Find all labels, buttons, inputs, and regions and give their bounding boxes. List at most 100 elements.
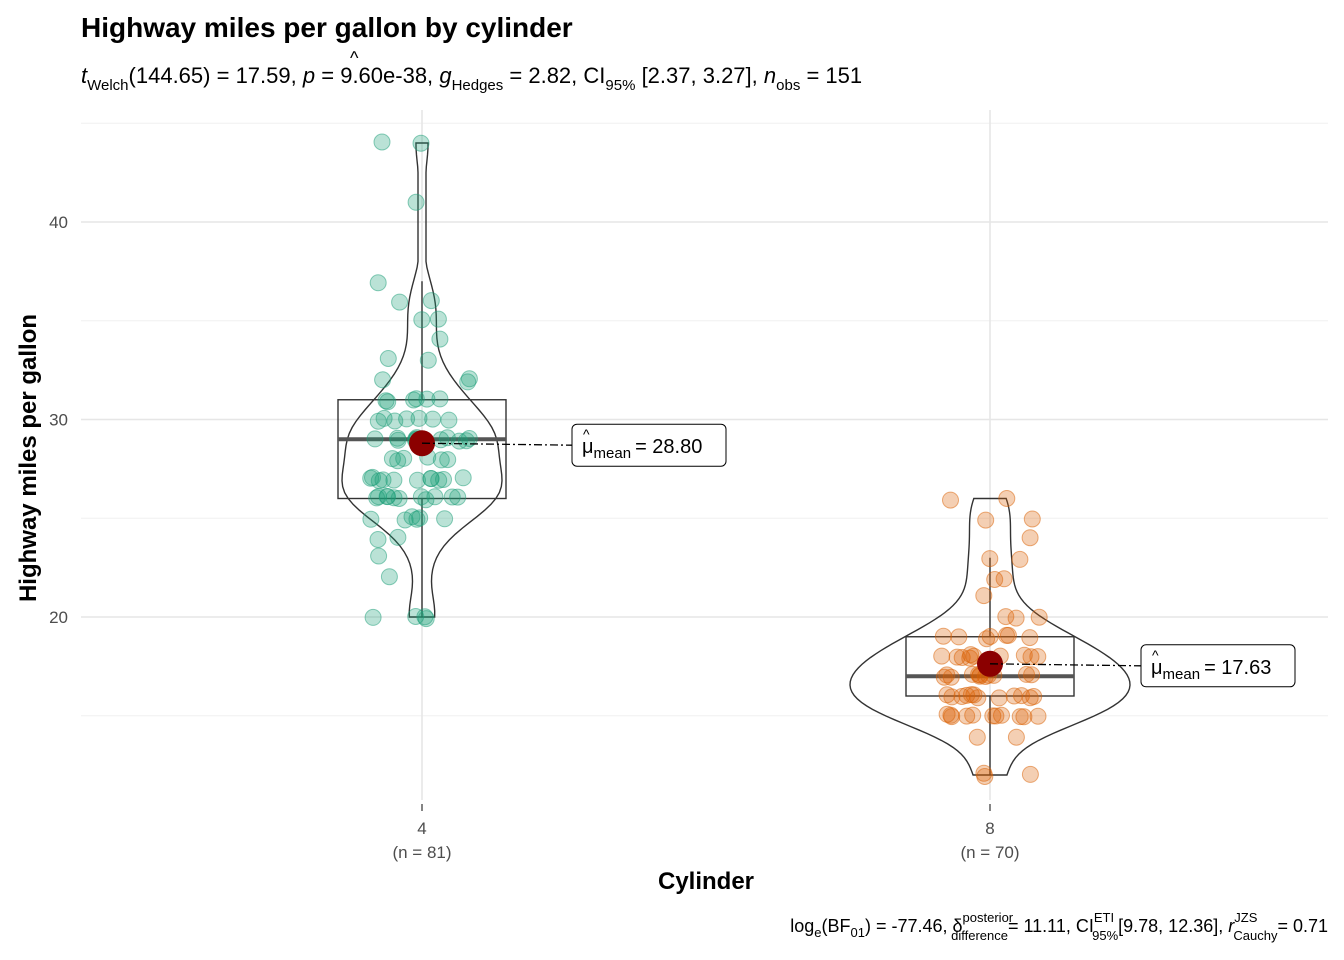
mean-label-symbol: μ	[582, 436, 594, 458]
subtitle-n-value: = 151	[806, 63, 862, 88]
data-point-8	[1021, 529, 1039, 547]
data-point-8	[1021, 629, 1039, 647]
caption-r-value: = 0.71	[1277, 916, 1328, 936]
chart-caption: loge(BF01) = -77.46, δposterior differenc…	[790, 910, 1328, 943]
data-point-4	[459, 373, 477, 391]
subtitle-ci-sub: 95%	[605, 77, 635, 94]
subtitle-n-symbol: n	[764, 63, 776, 88]
data-point-8	[1029, 648, 1047, 666]
box-8	[905, 636, 1075, 697]
subtitle-t-value: = 17.59,	[217, 63, 297, 88]
grid-layer	[81, 110, 1328, 800]
mean-label-hat: ^	[1152, 647, 1159, 663]
data-point-4	[450, 432, 468, 450]
data-point-4	[396, 511, 414, 529]
data-point-4	[460, 370, 478, 388]
subtitle-g-symbol: g	[439, 63, 452, 88]
x-axis-title: Cylinder	[658, 868, 754, 895]
subtitle-g-value: = 2.82, CI	[509, 63, 605, 88]
y-tick-label: 20	[49, 608, 68, 627]
violin-4	[341, 142, 503, 618]
data-point-8	[993, 706, 1010, 724]
data-point-8	[1018, 665, 1035, 683]
data-point-8	[990, 689, 1008, 707]
x-tick-label-8: 8	[985, 819, 994, 838]
data-point-4	[389, 431, 407, 449]
mean-label-hat: ^	[583, 426, 590, 442]
data-point-4	[439, 451, 457, 469]
mean-label-value: = 28.80	[635, 436, 702, 458]
data-point-4	[386, 412, 404, 430]
mean-label-8: μmean = 17.63	[1151, 657, 1271, 683]
data-point-4	[378, 488, 396, 505]
mean-label-sub: mean	[1163, 666, 1201, 683]
data-point-4	[389, 528, 407, 546]
data-point-4	[410, 409, 428, 427]
caption-bf-sub: 01	[850, 925, 864, 940]
data-point-8	[934, 627, 952, 645]
data-point-8	[938, 705, 956, 723]
data-point-4	[407, 608, 425, 625]
data-point-4	[422, 292, 440, 310]
data-point-4	[409, 471, 426, 489]
data-point-4	[430, 471, 448, 489]
violin-layer	[341, 142, 1131, 776]
data-point-4	[413, 311, 431, 329]
data-point-4	[373, 133, 391, 151]
data-point-4	[431, 330, 449, 348]
subtitle-p-value: = 9.60e-38,	[321, 63, 433, 88]
mean-label-value: = 17.63	[1204, 657, 1271, 679]
caption-delta-sup: posterior	[963, 910, 1014, 925]
x-tick-n-8: (n = 70)	[960, 843, 1019, 862]
data-point-4	[364, 608, 382, 626]
data-point-4	[412, 488, 430, 506]
data-point-4	[429, 310, 447, 328]
data-point-8	[984, 707, 1002, 725]
caption-ci-sup: ETI	[1094, 910, 1114, 925]
data-point-8	[1021, 765, 1039, 783]
data-point-4	[385, 471, 403, 489]
subtitle-ci-value: [2.37, 3.27],	[642, 63, 758, 88]
data-point-8	[1011, 550, 1029, 568]
mean-connector-8	[989, 663, 1142, 667]
mean-connector-4	[421, 442, 573, 446]
data-point-8	[999, 626, 1017, 644]
caption-bf-text: log	[790, 916, 814, 936]
data-point-8	[935, 668, 953, 686]
data-point-8	[962, 686, 980, 704]
y-tick-label: 30	[49, 411, 68, 430]
data-point-8	[958, 686, 976, 704]
caption-r-sub: Cauchy	[1233, 928, 1278, 943]
subtitle-t-symbol: t	[81, 63, 88, 88]
subtitle-g-sub: Hedges	[452, 77, 504, 94]
data-point-4	[364, 468, 381, 486]
data-point-4	[385, 489, 403, 507]
data-point-4	[375, 409, 393, 427]
mean-label-sub: mean	[594, 445, 632, 462]
data-point-4	[370, 547, 388, 565]
subtitle-n-sub: obs	[776, 77, 800, 94]
caption-delta-symbol: δ	[953, 916, 963, 936]
data-point-4	[436, 510, 454, 528]
data-point-4	[449, 488, 467, 506]
data-point-8	[978, 630, 996, 648]
data-point-4	[374, 371, 392, 389]
data-point-8	[942, 491, 959, 509]
data-point-4	[362, 510, 380, 528]
caption-bf-sub-e: e	[814, 925, 821, 940]
data-point-8	[1022, 648, 1040, 666]
data-point-4	[411, 509, 429, 527]
data-point-4	[419, 351, 437, 369]
data-point-4	[418, 390, 436, 408]
data-point-8	[933, 647, 951, 665]
mean-label-box-8	[1140, 644, 1296, 688]
data-point-8	[1011, 708, 1029, 726]
data-point-4	[426, 488, 444, 506]
data-point-8	[1030, 608, 1048, 626]
data-point-8	[986, 571, 1004, 588]
data-point-4	[443, 488, 461, 506]
data-point-8	[1013, 687, 1030, 705]
data-point-8	[943, 708, 961, 726]
axis-layer: 20 30 40 4 (n = 81) 8 (n = 70)	[49, 213, 1019, 862]
caption-delta-sub: difference	[951, 928, 1008, 943]
